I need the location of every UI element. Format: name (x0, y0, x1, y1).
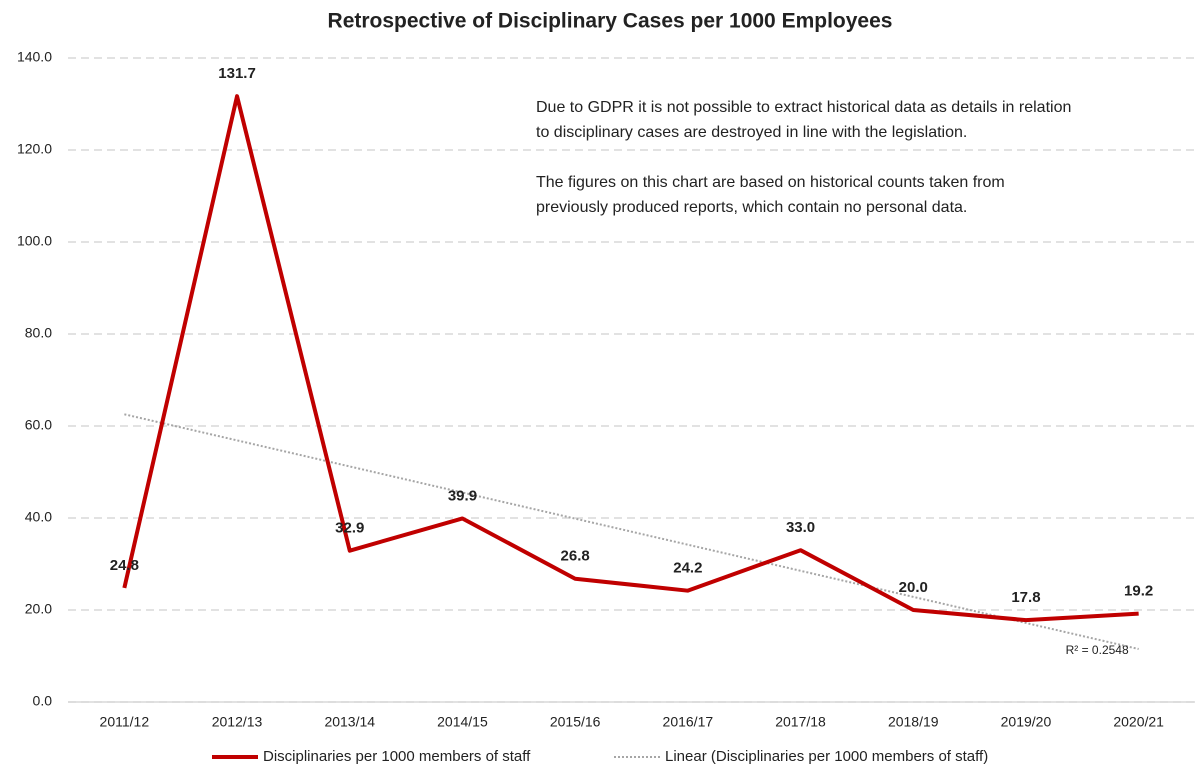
legend-label: Disciplinaries per 1000 members of staff (263, 748, 531, 765)
x-tick-label: 2012/13 (212, 714, 263, 730)
x-tick-label: 2020/21 (1113, 714, 1164, 730)
data-label: 24.8 (110, 557, 139, 574)
chart-title: Retrospective of Disciplinary Cases per … (328, 10, 893, 33)
annotation: previously produced reports, which conta… (536, 199, 967, 216)
y-tick-label: 20.0 (25, 601, 52, 617)
y-tick-label: 80.0 (25, 325, 52, 341)
legend-label: Linear (Disciplinaries per 1000 members … (665, 748, 988, 765)
y-tick-label: 40.0 (25, 509, 52, 525)
data-label: 24.2 (673, 560, 702, 577)
data-label: 131.7 (218, 65, 256, 82)
data-label: 32.9 (335, 520, 364, 537)
y-tick-label: 100.0 (17, 233, 52, 249)
data-label: 19.2 (1124, 583, 1153, 600)
y-tick-label: 60.0 (25, 417, 52, 433)
y-tick-label: 120.0 (17, 141, 52, 157)
x-tick-label: 2017/18 (775, 714, 826, 730)
trendline-label: R² = 0.2548 (1066, 643, 1129, 657)
x-tick-label: 2014/15 (437, 714, 488, 730)
annotation: to disciplinary cases are destroyed in l… (536, 124, 967, 141)
data-label: 39.9 (448, 487, 477, 504)
x-tick-label: 2011/12 (100, 714, 150, 730)
x-tick-label: 2016/17 (663, 714, 714, 730)
trendline (124, 413, 1139, 650)
x-tick-label: 2019/20 (1001, 714, 1052, 730)
x-tick-label: 2015/16 (550, 714, 601, 730)
y-tick-label: 0.0 (33, 693, 53, 709)
data-label: 33.0 (786, 519, 815, 536)
annotation: The figures on this chart are based on h… (536, 174, 1005, 191)
x-tick-label: 2013/14 (324, 714, 375, 730)
data-label: 26.8 (561, 548, 590, 565)
x-tick-label: 2018/19 (888, 714, 939, 730)
data-label: 20.0 (899, 579, 928, 596)
annotation: Due to GDPR it is not possible to extrac… (536, 99, 1071, 116)
data-label: 17.8 (1011, 589, 1040, 606)
y-tick-label: 140.0 (17, 49, 52, 65)
series-line (122, 94, 1139, 623)
